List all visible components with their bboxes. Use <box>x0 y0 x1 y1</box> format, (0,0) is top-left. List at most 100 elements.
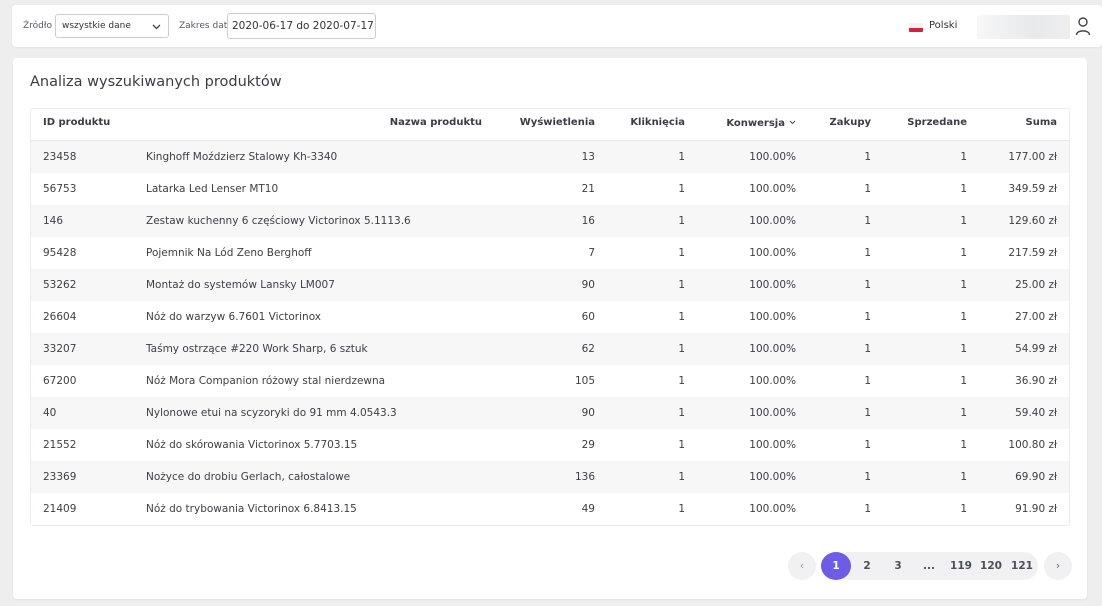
table-row[interactable]: 26604 Nóż do warzyw 6.7601 Victorinox 60 1 1… <box>31 301 1069 333</box>
table-row[interactable]: 146 Zestaw kuchenny 6 częściowy Victorino… <box>31 205 1069 237</box>
chevron-down-icon <box>152 23 161 33</box>
cell-sold: 1 <box>960 151 967 163</box>
cell-views: 21 <box>581 183 595 195</box>
cell-conversion: 100.00% <box>749 279 796 291</box>
cell-name: Nożyce do drobiu Gerlach, całostalowe <box>146 471 351 483</box>
table-row[interactable]: 53262 Montaż do systemów Lansky LM007 90 1 1… <box>31 269 1069 301</box>
cell-sold: 1 <box>960 471 967 483</box>
page-button[interactable]: 121 <box>1011 560 1033 572</box>
cell-clicks: 1 <box>678 471 685 483</box>
col-header-clicks[interactable]: Kliknięcia <box>630 117 685 128</box>
cell-sum: 177.00 zł <box>1008 151 1057 163</box>
page-button[interactable]: 2 <box>863 560 871 572</box>
table-row[interactable]: 23458 Kinghoff Moździerz Stalowy Kh-3340 1… <box>31 141 1069 173</box>
cell-purchases: 1 <box>864 343 871 355</box>
cell-id: 26604 <box>43 311 77 323</box>
cell-clicks: 1 <box>678 279 685 291</box>
cell-clicks: 1 <box>678 151 685 163</box>
table-row[interactable]: 21409 Nóż do trybowania Victorinox 6.8413… <box>31 493 1069 525</box>
col-header-views[interactable]: Wyświetlenia <box>519 117 595 128</box>
cell-sold: 1 <box>960 503 967 515</box>
prev-page-button[interactable]: ‹ <box>788 552 816 580</box>
cell-id: 53262 <box>43 279 77 291</box>
cell-sum: 36.90 zł <box>1015 375 1057 387</box>
table-body: 23458 Kinghoff Moździerz Stalowy Kh-3340 1… <box>31 141 1069 525</box>
cell-clicks: 1 <box>678 439 685 451</box>
col-header-purchases[interactable]: Zakupy <box>829 117 871 128</box>
cell-clicks: 1 <box>678 311 685 323</box>
cell-conversion: 100.00% <box>749 407 796 419</box>
cell-sum: 217.59 zł <box>1008 247 1057 259</box>
cell-conversion: 100.00% <box>749 375 796 387</box>
page-title: Analiza wyszukiwanych produktów <box>30 74 282 90</box>
cell-id: 23369 <box>43 471 77 483</box>
page-button[interactable]: 3 <box>894 560 902 572</box>
table-row[interactable]: 40 Nylonowe etui na scyzoryki do 91 mm 4.… <box>31 397 1069 429</box>
cell-views: 90 <box>581 279 595 291</box>
cell-sold: 1 <box>960 343 967 355</box>
cell-id: 33207 <box>43 343 77 355</box>
table-row[interactable]: 33207 Taśmy ostrzące #220 Work Sharp, 6 s… <box>31 333 1069 365</box>
language-selector[interactable]: Polski <box>929 20 958 31</box>
col-header-conversion-label: Konwersja <box>726 118 785 129</box>
table-header: ID produktu Nazwa produktu Wyświetlenia … <box>31 109 1069 141</box>
cell-purchases: 1 <box>864 151 871 163</box>
table-row[interactable]: 56753 Latarka Led Lenser MT10 21 1 100.00% 1 1… <box>31 173 1069 205</box>
table-row[interactable]: 21552 Nóż do skórowania Victorinox 5.7703… <box>31 429 1069 461</box>
col-header-sold[interactable]: Sprzedane <box>907 117 967 128</box>
pagination: ‹ 1 2 3 ... 119 120 121 › <box>788 552 1072 580</box>
col-header-name[interactable]: Nazwa produktu <box>389 117 482 128</box>
cell-purchases: 1 <box>864 503 871 515</box>
cell-name: Taśmy ostrzące #220 Work Sharp, 6 sztuk <box>146 343 368 355</box>
cell-purchases: 1 <box>864 407 871 419</box>
sort-desc-icon <box>789 109 796 137</box>
table-row[interactable]: 67200 Nóż Mora Companion różowy stal nier… <box>31 365 1069 397</box>
col-header-sum[interactable]: Suma <box>1025 117 1058 128</box>
date-range-input[interactable]: 2020-06-17 do 2020-07-17 <box>227 13 376 39</box>
cell-sum: 69.90 zł <box>1015 471 1057 483</box>
source-select-value: wszystkie dane <box>62 21 131 31</box>
cell-purchases: 1 <box>864 439 871 451</box>
cell-id: 146 <box>43 215 64 227</box>
cell-purchases: 1 <box>864 375 871 387</box>
search-analysis-panel: Analiza wyszukiwanych produktów ID produ… <box>13 58 1087 599</box>
col-header-conversion[interactable]: Konwersja <box>726 109 796 138</box>
table-row[interactable]: 23369 Nożyce do drobiu Gerlach, całostalo… <box>31 461 1069 493</box>
cell-id: 67200 <box>43 375 77 387</box>
cell-conversion: 100.00% <box>749 151 796 163</box>
cell-clicks: 1 <box>678 247 685 259</box>
cell-sum: 129.60 zł <box>1008 215 1057 227</box>
cell-sold: 1 <box>960 439 967 451</box>
top-bar: Źródło wszystkie dane Zakres dat 2020-06… <box>12 5 1102 47</box>
cell-purchases: 1 <box>864 279 871 291</box>
page-button[interactable]: 120 <box>980 560 1002 572</box>
user-icon[interactable] <box>1075 16 1091 40</box>
cell-name: Nóż do skórowania Victorinox 5.7703.15 <box>146 439 358 451</box>
cell-name: Nóż Mora Companion różowy stal nierdzewn… <box>146 375 386 387</box>
cell-conversion: 100.00% <box>749 471 796 483</box>
next-page-button[interactable]: › <box>1044 552 1072 580</box>
cell-id: 23458 <box>43 151 77 163</box>
cell-name: Pojemnik Na Lód Zeno Berghoff <box>146 247 312 259</box>
cell-sum: 25.00 zł <box>1015 279 1057 291</box>
col-header-id[interactable]: ID produktu <box>43 117 111 128</box>
cell-purchases: 1 <box>864 471 871 483</box>
cell-sum: 27.00 zł <box>1015 311 1057 323</box>
cell-id: 21409 <box>43 503 77 515</box>
table-row[interactable]: 95428 Pojemnik Na Lód Zeno Berghoff 7 1 100.… <box>31 237 1069 269</box>
cell-purchases: 1 <box>864 247 871 259</box>
page-button[interactable]: 119 <box>950 560 972 572</box>
cell-conversion: 100.00% <box>749 215 796 227</box>
cell-views: 105 <box>574 375 595 387</box>
cell-clicks: 1 <box>678 375 685 387</box>
cell-sold: 1 <box>960 279 967 291</box>
cell-clicks: 1 <box>678 215 685 227</box>
cell-clicks: 1 <box>678 503 685 515</box>
page-button-current[interactable]: 1 <box>821 552 851 580</box>
cell-sold: 1 <box>960 215 967 227</box>
cell-clicks: 1 <box>678 407 685 419</box>
cell-views: 16 <box>581 215 595 227</box>
source-select[interactable]: wszystkie dane <box>55 14 169 38</box>
cell-views: 7 <box>588 247 595 259</box>
date-range-label: Zakres dat <box>179 21 228 31</box>
